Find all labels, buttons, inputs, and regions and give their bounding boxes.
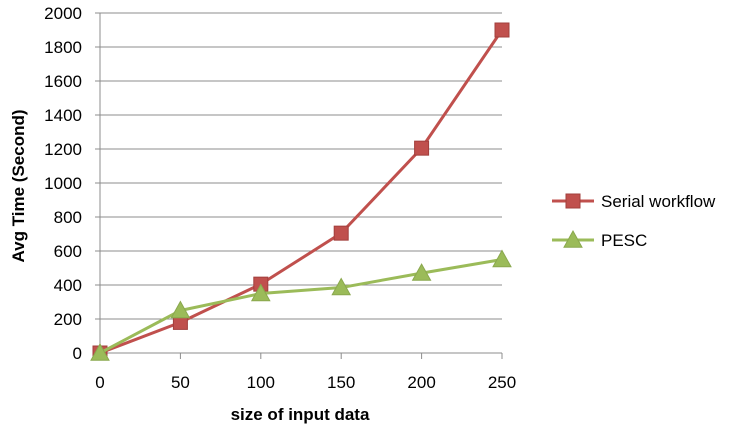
x-axis-title: size of input data: [231, 405, 370, 424]
legend-item-0: Serial workflow: [552, 192, 716, 211]
series-0: [92, 22, 510, 361]
series-group: [90, 22, 512, 361]
y-tick-label-1200: 1200: [44, 140, 82, 159]
y-tick-label-1400: 1400: [44, 106, 82, 125]
legend-item-1: PESC: [552, 229, 647, 250]
series-1: [90, 249, 512, 361]
y-tick-label-400: 400: [54, 276, 82, 295]
x-tick-label-100: 100: [247, 373, 275, 392]
x-tick-label-250: 250: [488, 373, 516, 392]
legend-label-1: PESC: [601, 231, 647, 250]
series-1-point-4: [411, 263, 432, 281]
y-axis-title: Avg Time (Second): [9, 109, 28, 262]
x-tick-label-50: 50: [171, 373, 190, 392]
x-tick-labels: 0 50 100 150 200 250: [95, 373, 516, 392]
series-1-point-5: [492, 249, 512, 268]
y-tick-label-600: 600: [54, 242, 82, 261]
x-tick-label-150: 150: [327, 373, 355, 392]
y-tick-label-1000: 1000: [44, 174, 82, 193]
series-0-point-3: [333, 225, 349, 241]
legend-swatch-marker-0: [565, 193, 581, 209]
series-line-0: [99, 29, 504, 355]
y-tick-label-1800: 1800: [44, 38, 82, 57]
series-1-point-1: [170, 300, 191, 319]
axes: [95, 12, 503, 359]
x-tick-label-200: 200: [407, 373, 435, 392]
series-0-point-5: [494, 22, 510, 38]
y-tick-label-200: 200: [54, 310, 82, 329]
legend: Serial workflow PESC: [552, 192, 716, 250]
y-tick-label-0: 0: [73, 344, 82, 363]
series-line-1: [99, 258, 503, 355]
series-0-point-4: [414, 140, 430, 156]
y-tick-label-800: 800: [54, 208, 82, 227]
y-tick-label-2000: 2000: [44, 4, 82, 23]
gridlines: [100, 12, 502, 320]
legend-swatch-marker-1: [563, 229, 583, 248]
series-1-point-2: [250, 283, 271, 302]
series-1-point-0: [90, 342, 110, 361]
legend-label-0: Serial workflow: [601, 192, 716, 211]
series-1-point-3: [331, 277, 352, 296]
x-tick-label-0: 0: [95, 373, 104, 392]
y-tick-label-1600: 1600: [44, 72, 82, 91]
y-tick-labels: 0 200 400 600 800 1000 1200 1400 1600 1800 2000: [44, 4, 82, 363]
